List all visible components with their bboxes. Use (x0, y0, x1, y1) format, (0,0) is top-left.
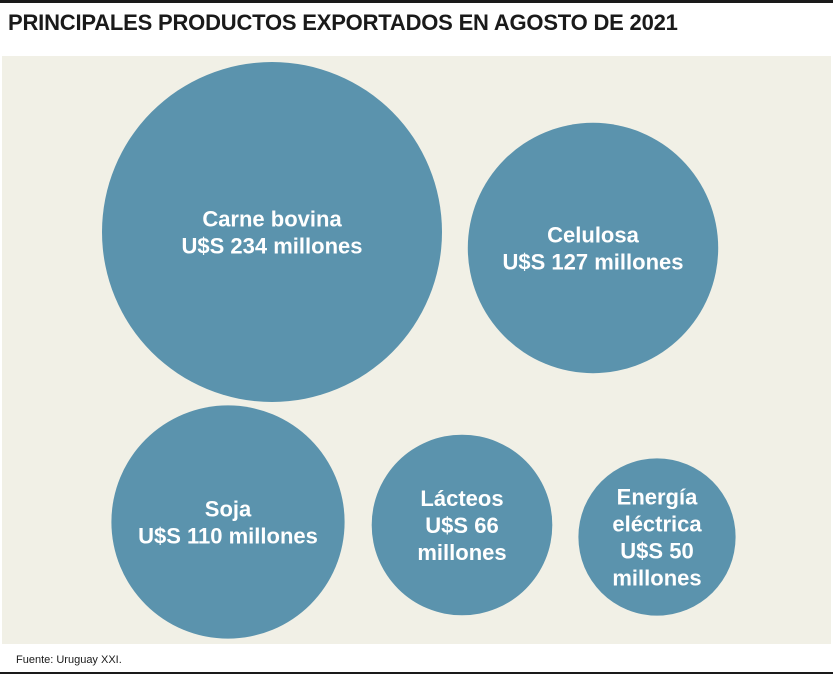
source-note: Fuente: Uruguay XXI. (16, 654, 122, 666)
bubble-label-2-0: Soja (205, 497, 252, 522)
bubble-label-4-3: millones (612, 566, 701, 591)
bottom-rule (0, 672, 833, 674)
bubble-label-4-0: Energía (617, 485, 698, 510)
bubble-4 (578, 458, 736, 616)
bubble-1 (467, 122, 719, 374)
bubble-label-1-1: U$S 127 millones (503, 250, 684, 275)
bubble-label-4-2: U$S 50 (620, 539, 693, 564)
bubble-label-0-1: U$S 234 millones (182, 234, 363, 259)
bubble-2 (111, 405, 345, 639)
chart-title: PRINCIPALES PRODUCTOS EXPORTADOS EN AGOS… (8, 10, 678, 35)
bubble-label-3-0: Lácteos (420, 486, 503, 511)
top-rule (0, 0, 833, 3)
bubble-3 (371, 434, 553, 616)
bubble-0 (102, 62, 442, 402)
bubble-label-3-1: U$S 66 (425, 513, 498, 538)
bubble-label-4-1: eléctrica (612, 512, 702, 537)
bubble-label-1-0: Celulosa (547, 223, 639, 248)
bubble-label-3-2: millones (417, 540, 506, 565)
bubble-label-0-0: Carne bovina (202, 207, 342, 232)
bubble-label-2-1: U$S 110 millones (138, 524, 318, 549)
